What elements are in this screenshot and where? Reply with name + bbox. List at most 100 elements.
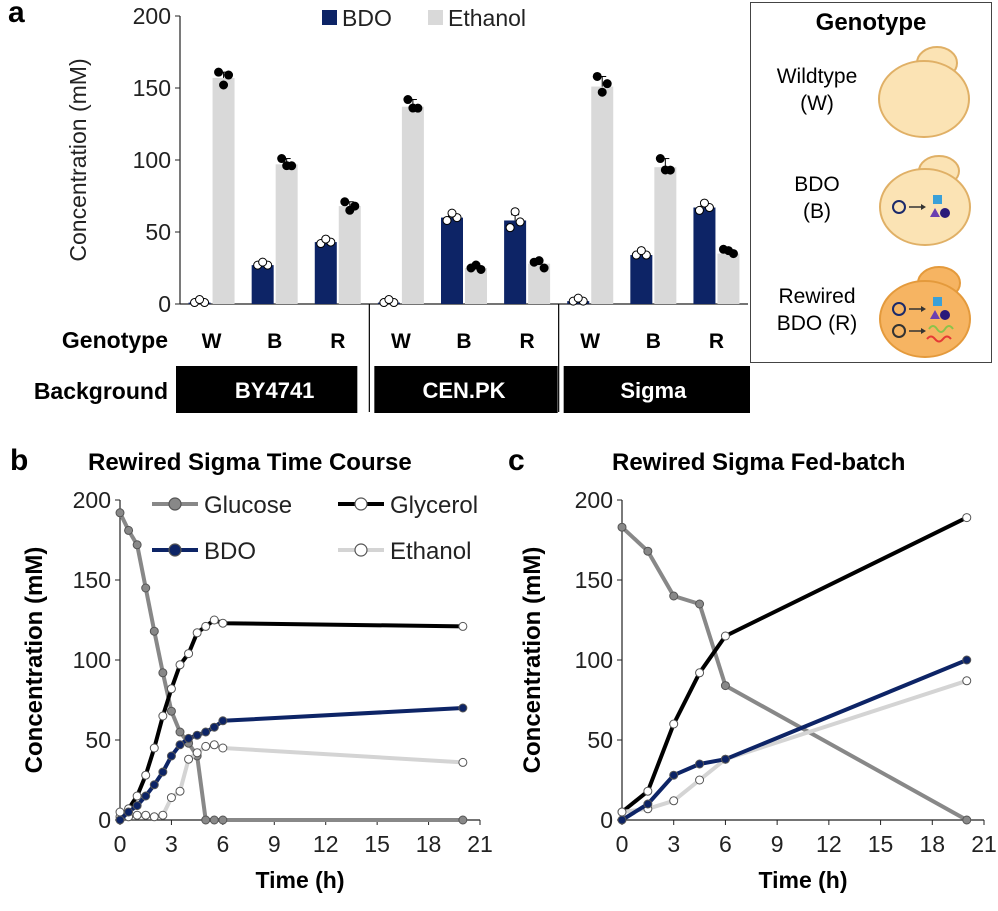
data-point-glucose	[124, 525, 134, 535]
y-tick-label: 200	[575, 487, 613, 513]
legend-swatch-ethanol	[428, 10, 443, 25]
panel-b-line-chart: 0 50 100 150 200 0 3 6 9 12 15 18 21 Time (h) Concentr…	[21, 487, 493, 893]
genotype-row-label: Genotype	[62, 327, 168, 353]
background-box	[563, 366, 750, 413]
bar-bdo	[693, 207, 716, 304]
replicate-point	[471, 260, 481, 270]
bar-ethanol	[654, 167, 677, 304]
data-point-ethanol	[192, 748, 202, 758]
data-point-ethanol	[617, 807, 627, 817]
data-point-bdo	[643, 799, 653, 809]
replicate-point	[655, 154, 665, 164]
x-tick-label: 18	[416, 831, 442, 857]
data-point-glucose	[458, 815, 468, 825]
data-point-bdo	[218, 716, 228, 726]
bar-bdo	[251, 265, 274, 304]
replicate-point	[277, 154, 287, 164]
x-tick-label: 12	[816, 831, 842, 857]
replicate-point	[515, 217, 525, 227]
background-label: Sigma	[620, 378, 687, 403]
data-point-ethanol	[184, 754, 194, 764]
x-tick-label: 3	[667, 831, 680, 857]
bar-ethanol	[717, 253, 740, 304]
y-tick-label: 50	[85, 727, 111, 753]
bar-ethanol	[401, 106, 424, 304]
bar-bdo	[504, 220, 527, 304]
genotype-legend-box: Genotype Wildtype (W) BDO (B) Rewired BDO (…	[750, 2, 992, 363]
replicate-point	[447, 208, 457, 218]
legend-marker-glucose	[168, 497, 182, 511]
data-point-ethanol	[201, 741, 211, 751]
y-axis-title: Concentration (mM)	[21, 547, 48, 774]
data-point-ethanol	[149, 812, 159, 822]
data-point-glycerol	[132, 791, 142, 801]
y-tick-label: 0	[158, 291, 171, 317]
data-point-ethanol	[141, 810, 151, 820]
bar-bdo	[630, 255, 653, 304]
x-tick-label: 15	[868, 831, 894, 857]
data-point-glucose	[695, 599, 705, 609]
replicate-point	[408, 103, 418, 113]
data-point-bdo	[124, 807, 134, 817]
x-axis-title: Time (h)	[255, 867, 344, 893]
x-tick-label: 0	[114, 831, 127, 857]
replicate-point	[636, 246, 646, 256]
data-point-ethanol	[218, 743, 228, 753]
legend-label-glycerol: Glycerol	[390, 492, 478, 519]
replicate-point	[602, 79, 612, 89]
data-point-glycerol	[175, 660, 185, 670]
data-point-bdo	[209, 722, 219, 732]
x-tick-label: 9	[268, 831, 281, 857]
data-point-glucose	[218, 815, 228, 825]
replicate-point	[258, 257, 268, 267]
data-point-bdo	[115, 815, 125, 825]
data-point-glycerol	[695, 668, 705, 678]
legend-label-bdo: BDO	[204, 538, 256, 565]
x-tick-label: 15	[364, 831, 390, 857]
data-point-bdo	[669, 770, 679, 780]
data-point-bdo	[720, 754, 730, 764]
legend-label-bdo: BDO	[342, 5, 392, 31]
data-point-ethanol	[209, 740, 219, 750]
replicate-point	[340, 197, 350, 207]
replicate-point	[694, 205, 704, 215]
data-point-ethanol	[132, 810, 142, 820]
x-tick-label: 12	[313, 831, 339, 857]
genotype-code: R	[330, 330, 345, 353]
y-tick-label: 0	[98, 807, 111, 833]
replicate-point	[660, 165, 670, 175]
background-label: CEN.PK	[422, 378, 505, 403]
panel-c-line-chart: 0 50 100 150 200 0 3 6 9 12 15 18 21 Time (h) Concentr…	[519, 487, 997, 893]
y-tick-label: 200	[73, 487, 111, 513]
legend-swatch-bdo	[322, 10, 337, 25]
bdo-cell-icon	[879, 155, 971, 246]
data-point-ethanol	[695, 775, 705, 785]
replicate-point	[321, 234, 331, 244]
data-point-glucose	[132, 540, 142, 550]
x-axis-title: Time (h)	[758, 867, 847, 893]
bar-ethanol	[528, 263, 551, 304]
genotype-code: R	[520, 330, 535, 353]
data-point-glycerol	[201, 621, 211, 631]
genotype-code: W	[580, 330, 600, 353]
x-tick-label: 6	[719, 831, 732, 857]
data-point-glucose	[617, 522, 627, 532]
replicate-point	[573, 293, 583, 303]
y-tick-label: 100	[575, 647, 613, 673]
replicate-point	[219, 80, 229, 90]
x-tick-label: 3	[165, 831, 178, 857]
replicate-point	[403, 95, 413, 105]
data-point-bdo	[158, 767, 168, 777]
y-tick-label: 50	[587, 727, 613, 753]
data-point-glycerol	[458, 621, 468, 631]
genotype-code: B	[646, 330, 661, 353]
x-tick-label: 21	[971, 831, 997, 857]
data-point-bdo	[149, 780, 159, 790]
background-box	[374, 366, 558, 413]
y-tick-label: 150	[73, 567, 111, 593]
series-line-bdo	[620, 658, 968, 822]
data-point-glycerol	[962, 513, 972, 523]
data-point-glycerol	[209, 615, 219, 625]
data-point-glucose	[166, 706, 176, 716]
x-tick-label: 6	[216, 831, 229, 857]
